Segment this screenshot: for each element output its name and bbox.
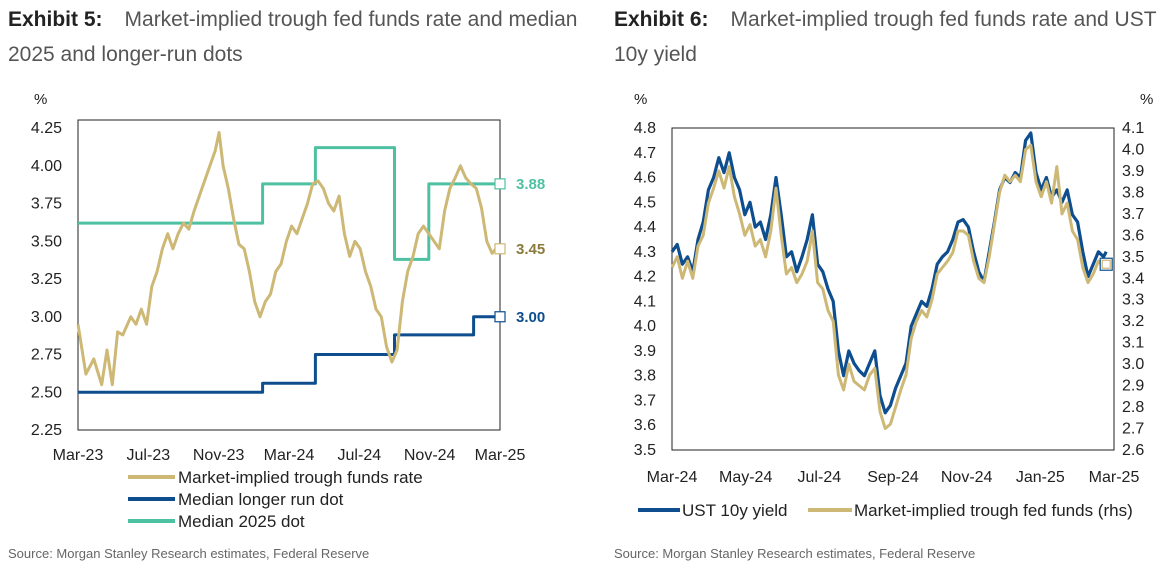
fed-funds-end-marker	[1101, 259, 1111, 269]
exhibit-6-chart: % % 3.5 3.6 3.7 3.8 3.9 4.0 4.1 4.2 4.3 4.4 4.5 4.6 4.…	[634, 91, 1154, 520]
y-tick-label-left: 3.8	[634, 368, 656, 385]
y-tick-label-right: 3.9	[1122, 163, 1144, 180]
y-tick-label-right: 4.0	[1122, 141, 1144, 158]
x-tick-label: Jul-24	[338, 447, 382, 464]
y-tick-label-right: 3.1	[1122, 335, 1144, 352]
exhibit-6-number: Exhibit 6:	[614, 8, 709, 31]
y-axis-unit-right: %	[1140, 91, 1153, 108]
x-tick-label: Mar-24	[647, 469, 698, 486]
y-tick-label: 4.25	[31, 120, 62, 137]
y-tick-label-left: 3.9	[634, 343, 656, 360]
exhibit-5-panel: Exhibit 5: Market-implied trough fed fund…	[8, 2, 578, 561]
legend-label-ust: UST 10y yield	[682, 501, 788, 520]
y-tick-label: 3.75	[31, 196, 62, 213]
y-tick-label-right: 3.6	[1122, 227, 1144, 244]
y-tick-label: 3.50	[31, 233, 62, 250]
y-tick-label-right: 3.4	[1122, 270, 1144, 287]
y-axis-unit: %	[34, 91, 47, 108]
x-tick-label: Mar-25	[475, 447, 526, 464]
x-tick-label: May-24	[719, 469, 772, 486]
longer-run-end-marker	[494, 311, 506, 323]
y-tick-label-left: 3.5	[634, 442, 656, 459]
exhibit-5-title: Exhibit 5: Market-implied trough fed fund…	[8, 2, 578, 72]
exhibit-5-title-text: Market-implied trough fed funds rate and…	[8, 8, 578, 66]
y-tick-label-right: 3.5	[1122, 249, 1144, 266]
y-tick-label-left: 4.0	[634, 318, 656, 335]
y-tick-label-left: 3.6	[634, 417, 656, 434]
plot-frame	[671, 127, 1115, 451]
y-tick-label: 2.50	[31, 384, 62, 401]
x-tick-label: Jul-24	[798, 469, 842, 486]
trough-end-marker	[494, 243, 506, 255]
x-tick-label: Nov-24	[941, 469, 993, 486]
y-tick-label-right: 3.8	[1122, 184, 1144, 201]
exhibit-5-number: Exhibit 5:	[8, 8, 103, 31]
y-tick-label-right: 4.1	[1122, 120, 1144, 137]
legend-label: Median 2025 dot	[178, 512, 305, 531]
y-tick-label-left: 3.7	[634, 392, 656, 409]
median-2025-dot-line	[78, 146, 496, 261]
ust-10y-yield-line	[670, 131, 1108, 415]
trough-end-label: 3.45	[516, 241, 545, 258]
y-axis-unit-left: %	[634, 91, 647, 108]
y-tick-label-right: 2.6	[1122, 442, 1144, 459]
y-tick-label: 4.00	[31, 158, 62, 175]
legend-label: Market-implied trough funds rate	[178, 468, 423, 487]
longer-run-end-label: 3.00	[516, 309, 545, 326]
x-tick-label: Jul-23	[127, 447, 171, 464]
y-tick-label-left: 4.1	[634, 293, 656, 310]
y-tick-label-left: 4.7	[634, 145, 656, 162]
y-tick-label: 2.25	[31, 422, 62, 439]
plot-frame	[77, 119, 501, 431]
y-tick-label: 3.00	[31, 309, 62, 326]
exhibit-5-chart: % 2.25 2.50 2.75 3.00 3.25 3.50 3.75 4.00 4.25 Mar…	[31, 91, 545, 531]
trough-funds-rate-line	[76, 131, 498, 387]
ust-end-marker	[1099, 257, 1113, 271]
x-tick-label: Mar-24	[264, 447, 315, 464]
y-tick-label: 3.25	[31, 271, 62, 288]
exhibit-5-source: Source: Morgan Stanley Research estimate…	[8, 546, 370, 561]
y-tick-label-right: 2.7	[1122, 421, 1144, 438]
y-tick-label-left: 4.8	[634, 120, 656, 137]
exhibit-6-panel: Exhibit 6: Market-implied trough fed fund…	[610, 0, 1173, 569]
exhibit-6-title: Exhibit 6: Market-implied trough fed fund…	[614, 2, 1173, 72]
x-tick-label: Mar-23	[53, 447, 104, 464]
legend-label: Median longer run dot	[178, 490, 344, 509]
y-tick-label-right: 3.2	[1122, 313, 1144, 330]
y-tick-label-left: 4.2	[634, 269, 656, 286]
x-tick-label: Nov-24	[404, 447, 456, 464]
trough-fed-funds-line	[670, 143, 1107, 430]
y-tick-label: 2.75	[31, 347, 62, 364]
y-tick-label-right: 3.0	[1122, 356, 1144, 373]
median-2025-end-marker	[494, 178, 506, 190]
y-tick-label-right: 2.8	[1122, 399, 1144, 416]
x-tick-label: Nov-23	[193, 447, 245, 464]
y-tick-label-left: 4.6	[634, 170, 656, 187]
y-tick-label-right: 3.3	[1122, 292, 1144, 309]
y-tick-label-left: 4.4	[634, 219, 656, 236]
exhibit-6-source: Source: Morgan Stanley Research estimate…	[614, 546, 976, 561]
exhibit-6-title-text: Market-implied trough fed funds rate and…	[614, 8, 1157, 66]
x-tick-label: Jan-25	[1016, 469, 1065, 486]
legend-label-fed-funds: Market-implied trough fed funds (rhs)	[854, 501, 1133, 520]
median-2025-end-label: 3.88	[516, 176, 545, 193]
y-tick-label-right: 3.7	[1122, 206, 1144, 223]
y-tick-label-left: 4.3	[634, 244, 656, 261]
y-tick-label-left: 4.5	[634, 194, 656, 211]
x-tick-label: Sep-24	[867, 469, 919, 486]
x-tick-label: Mar-25	[1089, 469, 1140, 486]
median-longer-run-dot-line	[78, 315, 496, 394]
y-tick-label-right: 2.9	[1122, 378, 1144, 395]
